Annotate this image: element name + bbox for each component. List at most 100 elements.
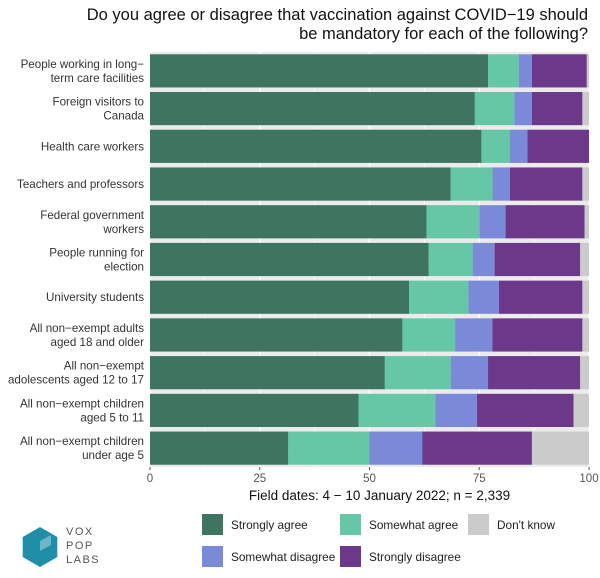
bar-segment	[384, 356, 451, 390]
bar-segment	[455, 318, 493, 352]
bar-segment	[150, 393, 359, 428]
x-axis-ticks: 0 25 50 75 100	[147, 467, 599, 485]
category-label: adolescents aged 12 to 17	[8, 374, 144, 387]
bar-segment	[488, 54, 519, 88]
category-label: under age 5	[82, 449, 144, 462]
logo-hexagon-icon	[22, 527, 58, 567]
bar-segment	[450, 356, 489, 390]
category-label: aged 18 and older	[51, 336, 145, 349]
category-label: election	[104, 261, 144, 274]
bar-segment	[150, 91, 475, 126]
bar-segment	[150, 431, 289, 465]
bar-segment	[505, 205, 585, 239]
category-label: University students	[46, 291, 144, 304]
category-label: People working in long−	[21, 58, 145, 71]
category-label: aged 5 to 11	[80, 411, 144, 424]
bar-segment	[586, 54, 589, 88]
bar-segment	[474, 91, 515, 126]
legend-swatch	[468, 514, 489, 535]
bar-segment	[494, 242, 581, 277]
bar-segment	[580, 242, 589, 277]
vox-pop-labs-logo: VOX POP LABS	[22, 526, 100, 567]
bar-segment	[288, 431, 370, 465]
bar-segment	[150, 356, 385, 390]
bar-segment	[518, 54, 532, 88]
category-label: Teachers and professors	[17, 178, 144, 191]
legend-swatch	[340, 546, 361, 567]
legend-swatch	[340, 514, 361, 535]
legend-swatch	[202, 546, 223, 567]
bar-segment	[369, 431, 423, 465]
bar-segment	[492, 318, 583, 352]
category-label: All non−exempt	[64, 360, 145, 373]
category-label: term care facilities	[51, 72, 145, 85]
bar-segment	[481, 129, 510, 163]
category-label: Health care workers	[41, 140, 144, 153]
bar-segment	[428, 242, 473, 277]
bar-segment	[150, 54, 489, 88]
bar-segment	[582, 167, 589, 201]
logo-text-line: LABS	[66, 554, 100, 566]
bar-segment	[435, 393, 478, 428]
category-label: People running for	[49, 247, 144, 260]
tick-label: 50	[363, 473, 376, 485]
bar-segment	[472, 242, 495, 277]
bar-segment	[531, 431, 589, 465]
bar-segment	[477, 393, 574, 428]
legend: Strongly agree Somewhat agree Don't know So…	[202, 514, 555, 567]
legend-label: Strongly disagree	[369, 550, 461, 564]
category-label: Canada	[103, 110, 144, 123]
title-line: be mandatory for each of the following?	[299, 25, 588, 43]
bar-segment	[582, 91, 589, 126]
legend-swatch	[202, 514, 223, 535]
bar-segment	[422, 431, 532, 465]
bar-segment	[150, 167, 451, 201]
logo-facet-icon	[40, 535, 51, 551]
bar-segment	[509, 129, 528, 163]
tick-label: 100	[579, 473, 598, 485]
category-label: Federal government	[40, 209, 145, 222]
category-label: All non−exempt adults	[30, 322, 145, 335]
logo-text-line: POP	[66, 540, 94, 552]
bar-segment	[479, 205, 506, 239]
bar-segment	[580, 356, 589, 390]
bar-segment	[150, 280, 410, 314]
bar-segment	[150, 129, 482, 163]
bar-segment	[150, 318, 403, 352]
bars	[150, 54, 589, 465]
tick-label: 25	[253, 473, 266, 485]
bar-segment	[509, 167, 583, 201]
category-label: Foreign visitors to	[53, 96, 145, 109]
bar-segment	[426, 205, 480, 239]
bar-segment	[150, 242, 429, 277]
bar-segment	[488, 356, 581, 390]
bar-segment	[492, 167, 510, 201]
bar-segment	[582, 280, 589, 314]
bar-segment	[573, 393, 589, 428]
bar-segment	[499, 280, 583, 314]
legend-label: Somewhat disagree	[231, 550, 336, 564]
bar-segment	[584, 205, 589, 239]
bar-segment	[527, 129, 589, 163]
category-label: workers	[102, 223, 144, 236]
tick-label: 75	[473, 473, 486, 485]
bar-segment	[582, 318, 589, 352]
logo-text-line: VOX	[66, 526, 94, 538]
legend-label: Don't know	[497, 518, 555, 532]
bar-segment	[531, 91, 583, 126]
legend-label: Somewhat agree	[369, 518, 459, 532]
category-label: All non−exempt children	[20, 397, 144, 410]
logo-wordmark: VOX POP LABS	[66, 526, 100, 566]
bar-segment	[468, 280, 500, 314]
bar-segment	[514, 91, 532, 126]
category-labels: People working in long−term care facilit…	[8, 58, 145, 462]
bar-segment	[409, 280, 469, 314]
bar-segment	[531, 54, 587, 88]
chart-title: Do you agree or disagree that vaccinatio…	[87, 6, 588, 43]
title-line: Do you agree or disagree that vaccinatio…	[87, 6, 588, 24]
tick-label: 0	[147, 473, 153, 485]
bar-segment	[358, 393, 436, 428]
bar-segment	[150, 205, 427, 239]
bar-segment	[402, 318, 456, 352]
